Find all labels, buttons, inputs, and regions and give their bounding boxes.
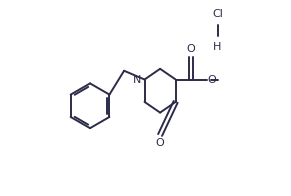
Text: H: H [213,42,222,52]
Text: O: O [187,44,196,54]
Text: N: N [133,74,141,84]
Text: O: O [208,74,217,84]
Text: Cl: Cl [212,9,223,19]
Text: O: O [156,138,164,148]
